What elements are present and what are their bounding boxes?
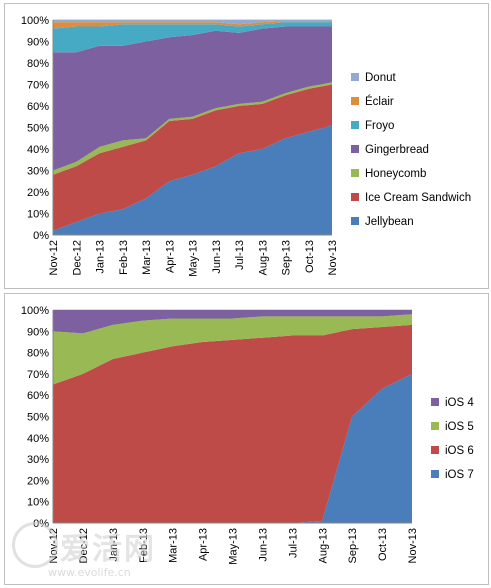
legend-swatch [431, 398, 439, 406]
android-share-chart: 0% 10% 20% 30% 40% 50% 60% 70% 80% 90% 100% Nov-12 D… [21, 15, 471, 277]
x-tick-label: Oct-13 [304, 240, 316, 273]
android-share-chart-panel: 0% 10% 20% 30% 40% 50% 60% 70% 80% 90% 100% Nov-12 D… [4, 3, 489, 289]
legend-swatch [351, 217, 359, 225]
y-tick-label: 30% [27, 166, 49, 178]
y-tick-label: 20% [27, 187, 49, 199]
x-tick-label: Aug-13 [317, 528, 329, 563]
y-tick-label: 90% [27, 326, 49, 338]
area-ice-cream-sandwich [53, 84, 332, 231]
y-tick-label: 70% [27, 80, 49, 92]
legend-label: Gingerbread [365, 144, 429, 156]
watermark: 爱活网 www.evolife.cn [8, 520, 188, 584]
x-tick-label: Nov-13 [407, 528, 419, 563]
y-tick-label: 100% [21, 305, 49, 317]
y-tick-label: 50% [27, 412, 49, 424]
y-tick-label: 60% [27, 390, 49, 402]
area-froyo [53, 22, 332, 53]
y-tick-label: 80% [27, 348, 49, 360]
legend-swatch [431, 446, 439, 454]
x-tick-label: Jul-13 [234, 240, 246, 270]
x-tick-label: Mar-13 [168, 528, 180, 563]
legend-label: iOS 4 [445, 397, 474, 409]
x-tick-label: Dec-12 [78, 528, 90, 563]
x-tick-label: Mar-13 [141, 240, 153, 275]
x-tick-label: Apr-13 [198, 528, 210, 561]
y-tick-label: 70% [27, 369, 49, 381]
legend-label: Éclair [365, 95, 394, 108]
watermark-text: 爱活网 [60, 532, 156, 567]
x-tick-label: Jan-13 [95, 240, 107, 274]
x-tick-label: Nov-13 [327, 240, 339, 275]
x-tick-label: Jun-13 [211, 240, 223, 274]
x-tick-label: Jan-13 [108, 528, 120, 562]
y-tick-label: 60% [27, 101, 49, 113]
legend-label: iOS 6 [445, 445, 474, 457]
x-tick-label: Feb-13 [118, 240, 130, 275]
legend-swatch [351, 145, 359, 153]
y-tick-label: 30% [27, 454, 49, 466]
legend-swatch [431, 470, 439, 478]
area-ios-5 [53, 314, 412, 385]
x-tick-label: Dec-12 [71, 240, 83, 275]
area-ios-7 [53, 373, 412, 523]
area-ios-4 [53, 310, 412, 334]
legend-label: Honeycomb [365, 168, 426, 180]
area-gingerbread [53, 26, 332, 171]
y-tick-label: 90% [27, 37, 49, 49]
watermark-logo-icon [12, 522, 58, 568]
legend-label: Ice Cream Sandwich [365, 192, 471, 204]
x-tick-label: Sep-13 [281, 240, 293, 275]
x-tick-label: Jul-13 [287, 528, 299, 558]
area-eclair [53, 21, 332, 29]
x-tick-label: Aug-13 [257, 240, 269, 275]
watermark-url: www.evolife.cn [48, 566, 131, 579]
legend-label: Jellybean [365, 216, 414, 228]
x-tick-label: Jun-13 [257, 528, 269, 562]
y-tick-label: 80% [27, 58, 49, 70]
area-ios-6 [53, 324, 412, 523]
x-tick-label: Feb-13 [138, 528, 150, 563]
legend-label: iOS 7 [445, 469, 474, 481]
x-tick-label: May-13 [228, 528, 240, 565]
x-tick-label: Apr-13 [164, 240, 176, 273]
y-tick-label: 50% [27, 123, 49, 135]
y-tick-label: 40% [27, 433, 49, 445]
y-tick-label: 40% [27, 144, 49, 156]
x-tick-label: Nov-12 [48, 240, 60, 275]
y-tick-label: 10% [27, 209, 49, 221]
legend-swatch [351, 121, 359, 129]
y-tick-label: 20% [27, 475, 49, 487]
legend-swatch [351, 73, 359, 81]
ios-share-chart-panel: 0% 10% 20% 30% 40% 50% 60% 70% 80% 90% 100% Nov-12 D… [4, 293, 489, 585]
x-tick-label: Oct-13 [377, 528, 389, 561]
legend-label: iOS 5 [445, 421, 474, 433]
legend-label: Donut [365, 72, 396, 84]
area-donut [53, 20, 332, 25]
ios-share-chart: 0%10%20%30%40%50%60%70%80%90%100%Nov-12 D… [21, 305, 475, 565]
legend-swatch [351, 193, 359, 201]
legend-label: Froyo [365, 120, 394, 132]
x-tick-label: Sep-13 [347, 528, 359, 563]
y-tick-label: 10% [27, 497, 49, 509]
area-jellybean [53, 125, 332, 235]
x-tick-label: May-13 [188, 240, 200, 277]
y-tick-label: 100% [21, 15, 49, 27]
legend-swatch [351, 169, 359, 177]
y-tick-label: 0% [33, 230, 49, 242]
legend-swatch [431, 422, 439, 430]
legend-swatch [351, 97, 359, 105]
